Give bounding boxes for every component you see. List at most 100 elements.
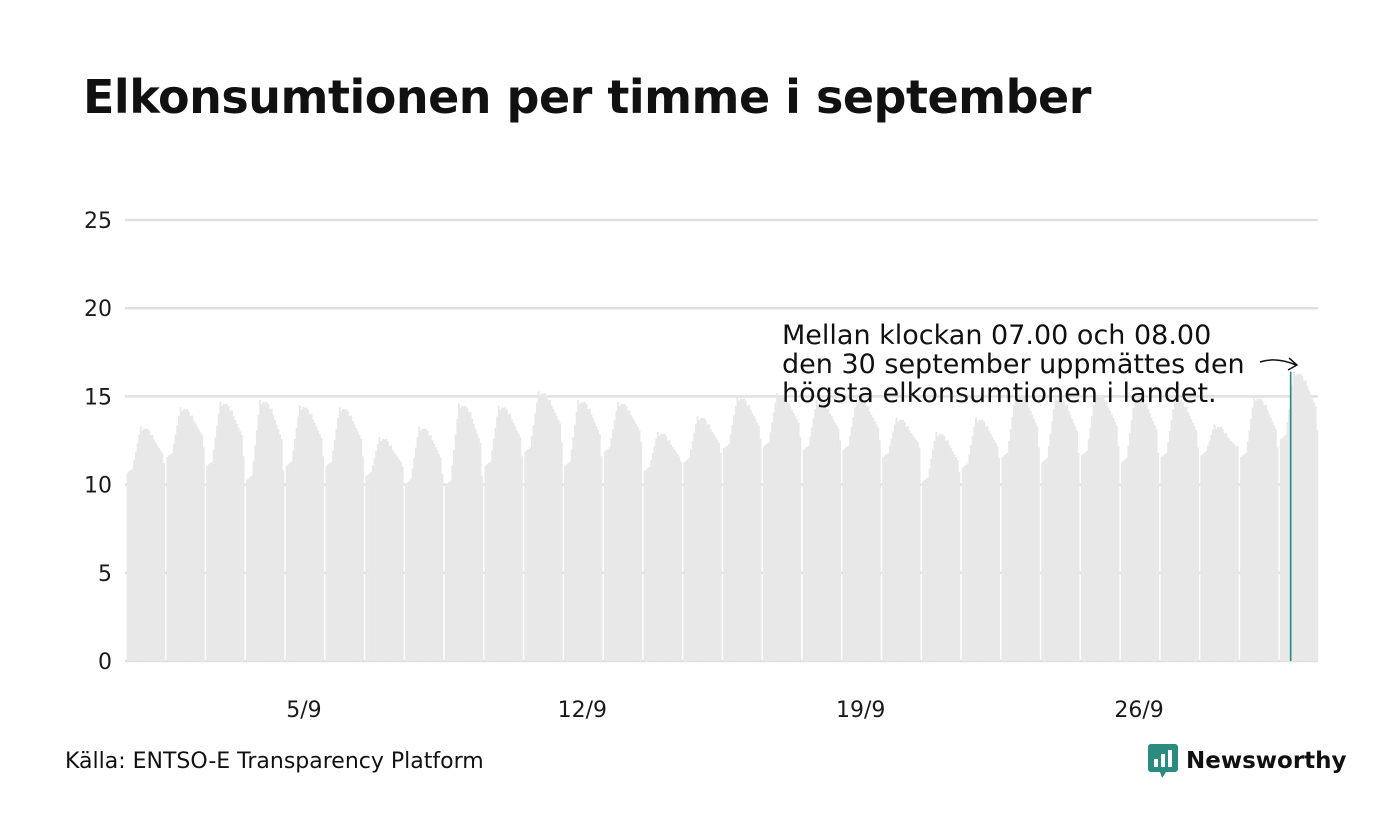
hour-bar <box>1044 459 1047 661</box>
hour-bar <box>1112 418 1115 661</box>
hour-bar <box>365 476 368 661</box>
hour-bar <box>862 400 865 661</box>
hour-bar <box>777 397 780 661</box>
hour-bar <box>628 410 631 661</box>
hour-bar <box>516 430 518 661</box>
hour-bar <box>825 408 828 661</box>
hour-bar <box>539 395 542 661</box>
hour-bar <box>1006 452 1009 661</box>
hour-bar <box>1099 395 1102 661</box>
hour-bar <box>1144 403 1146 661</box>
hour-bar <box>579 404 581 661</box>
hour-bar <box>1165 452 1168 661</box>
hour-bar <box>1057 398 1060 661</box>
hour-bar <box>554 412 557 661</box>
hour-bar <box>236 423 238 661</box>
hour-bar <box>481 475 484 661</box>
x-tick-label: 19/9 <box>836 698 885 723</box>
hour-bar <box>385 439 387 661</box>
hour-bar <box>655 438 658 661</box>
hour-bar <box>391 449 394 661</box>
hour-bar <box>809 436 812 661</box>
y-tick-label: 10 <box>84 474 112 499</box>
hour-bar <box>890 438 893 661</box>
hour-bar <box>298 405 301 661</box>
hour-bar <box>1009 428 1012 661</box>
hour-bar <box>1309 394 1312 661</box>
hour-bar <box>1115 425 1118 661</box>
hour-bar <box>466 407 469 661</box>
hour-bar <box>206 465 209 661</box>
hour-bar <box>484 465 487 661</box>
hour-bar <box>496 416 499 661</box>
hour-bar <box>925 478 928 661</box>
hour-bar <box>209 462 212 661</box>
hour-bar <box>1183 407 1186 661</box>
hour-bar <box>499 409 502 661</box>
hour-bar <box>347 411 349 661</box>
hour-bar <box>1160 456 1163 661</box>
hour-bar <box>636 427 639 661</box>
hour-bar <box>1304 380 1307 661</box>
hour-bar <box>393 452 396 661</box>
hour-bar <box>454 434 457 661</box>
hour-bar <box>908 430 911 661</box>
hour-bar <box>865 407 868 661</box>
hour-bar <box>1269 417 1272 661</box>
hour-bar <box>1168 430 1171 661</box>
hour-bar <box>1074 426 1077 661</box>
hour-bar <box>320 437 323 661</box>
hour-bar <box>565 464 568 661</box>
hour-bar <box>567 462 570 661</box>
hour-bar <box>938 433 941 661</box>
hour-bar <box>259 399 262 661</box>
hour-bar <box>820 402 823 661</box>
hour-bar <box>519 437 522 661</box>
hour-bar <box>585 404 588 661</box>
hour-bar <box>915 439 918 661</box>
hour-bar <box>670 444 672 661</box>
hour-bar <box>882 456 885 661</box>
hour-bar <box>708 424 711 661</box>
hour-bar <box>835 425 838 661</box>
hour-bar <box>1147 409 1150 661</box>
hour-bar <box>850 426 853 661</box>
hour-bar <box>956 460 959 661</box>
hour-bar <box>943 435 946 661</box>
hour-bar <box>844 448 846 661</box>
hour-bar <box>257 415 260 661</box>
hour-bar <box>332 450 334 661</box>
hour-bar <box>269 408 272 661</box>
hour-bar <box>134 451 137 661</box>
hour-bar <box>873 421 876 661</box>
hour-bar <box>1215 428 1218 661</box>
hour-bar <box>534 413 537 661</box>
hour-bar <box>933 440 936 661</box>
hour-bar <box>1142 398 1145 661</box>
hour-bar <box>491 450 494 661</box>
annotation-arrow <box>1259 359 1297 366</box>
hour-bar <box>676 454 679 661</box>
hour-bar <box>1155 429 1158 661</box>
hour-bar <box>680 461 682 661</box>
hour-bar <box>1148 413 1151 661</box>
hour-bar <box>1180 400 1183 661</box>
hour-bar <box>476 433 479 661</box>
hour-bar <box>748 404 750 661</box>
hour-bar <box>600 456 603 661</box>
hour-bar <box>698 420 701 661</box>
hour-bar <box>126 472 129 661</box>
hour-bar <box>739 398 742 661</box>
hour-bar <box>1084 452 1087 661</box>
hour-bar <box>1130 420 1133 661</box>
hour-bar <box>572 436 575 661</box>
hour-bar <box>1245 452 1247 661</box>
hour-bar <box>685 460 687 661</box>
hour-bar <box>1210 435 1213 661</box>
hour-bar <box>598 433 601 661</box>
hour-bar <box>1049 433 1052 661</box>
hour-bar <box>936 435 939 661</box>
hour-bar <box>1221 428 1224 661</box>
hour-bar <box>756 422 759 661</box>
hour-bar <box>552 408 555 661</box>
